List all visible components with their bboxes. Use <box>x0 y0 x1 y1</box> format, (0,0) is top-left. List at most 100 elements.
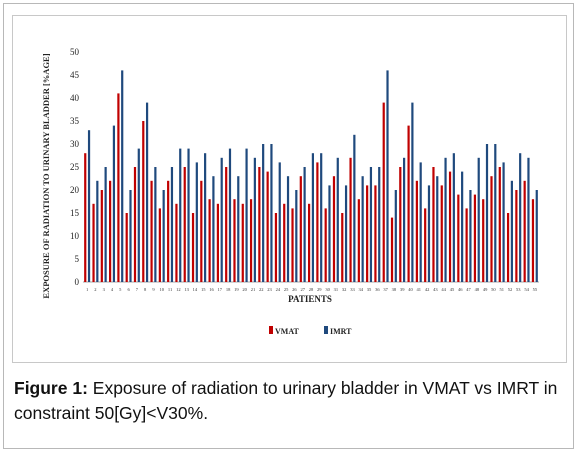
x-tick-label: 33 <box>350 287 355 292</box>
bar-vmat-patient-44 <box>440 185 443 282</box>
chart-legend: VMAT IMRT <box>269 326 352 336</box>
bar-imrt-patient-28 <box>311 153 314 282</box>
y-tick-label: 0 <box>75 277 80 287</box>
x-tick-label: 49 <box>483 287 488 292</box>
bar-vmat-patient-14 <box>191 213 195 282</box>
bar-imrt-patient-6 <box>129 190 132 282</box>
bar-imrt-patient-15 <box>204 153 207 282</box>
x-tick-label: 27 <box>300 287 305 292</box>
y-tick-label: 30 <box>70 139 80 149</box>
y-tick-label: 35 <box>70 116 80 126</box>
x-tick-label: 4 <box>111 287 114 292</box>
bar-imrt-patient-43 <box>436 176 439 282</box>
x-tick-label: 5 <box>119 287 122 292</box>
x-tick-label: 18 <box>226 287 231 292</box>
bar-imrt-patient-52 <box>510 180 513 282</box>
bar-vmat-patient-31 <box>332 176 336 282</box>
bar-vmat-patient-49 <box>482 199 485 282</box>
bar-imrt-patient-14 <box>195 162 198 282</box>
bar-vmat-patient-21 <box>249 199 253 282</box>
chart-container: 0 5 10 15 20 25 30 35 40 45 50 1 2 3 4 5 6 7 8 9 10 11 12 13 14 1… <box>12 15 567 363</box>
bar-imrt-patient-22 <box>262 144 265 282</box>
x-tick-label: 22 <box>259 287 264 292</box>
bar-vmat-patient-22 <box>258 167 261 282</box>
x-tick-label: 43 <box>433 287 438 292</box>
x-tick-label: 3 <box>103 287 106 292</box>
caption-text: Exposure of radiation to urinary bladder… <box>14 378 558 423</box>
x-tick-label: 39 <box>400 287 405 292</box>
bar-imrt-patient-16 <box>212 176 215 282</box>
y-tick-label: 10 <box>70 231 80 241</box>
bar-imrt-patient-17 <box>220 157 223 282</box>
legend-swatch-vmat <box>269 326 273 334</box>
bar-vmat-patient-33 <box>349 157 352 282</box>
bar-imrt-patient-44 <box>444 157 447 282</box>
x-tick-label: 52 <box>508 287 513 292</box>
bar-vmat-patient-46 <box>457 194 460 282</box>
bar-imrt-patient-41 <box>419 162 422 282</box>
bar-vmat-patient-23 <box>266 171 269 282</box>
bar-imrt-patient-1 <box>87 130 91 282</box>
bar-imrt-patient-55 <box>535 190 538 282</box>
bar-vmat-patient-2 <box>92 203 95 282</box>
bar-imrt-patient-31 <box>336 157 339 282</box>
bar-vmat-patient-18 <box>225 167 228 282</box>
bar-imrt-patient-36 <box>378 167 381 282</box>
x-tick-label: 13 <box>184 287 189 292</box>
y-tick-label: 20 <box>70 185 80 195</box>
bar-vmat-patient-10 <box>158 208 161 282</box>
bar-vmat-patient-27 <box>299 176 302 282</box>
x-tick-label: 16 <box>209 287 214 292</box>
figure-caption: Figure 1: Exposure of radiation to urina… <box>14 376 569 426</box>
bar-imrt-patient-29 <box>320 153 323 282</box>
x-tick-label: 51 <box>499 287 504 292</box>
bar-vmat-patient-7 <box>133 167 137 282</box>
y-tick-label: 25 <box>70 162 80 172</box>
x-tick-label: 28 <box>309 287 314 292</box>
bar-vmat-patient-1 <box>84 153 87 282</box>
bar-imrt-patient-10 <box>162 190 165 282</box>
x-tick-label: 15 <box>201 287 206 292</box>
x-tick-label: 26 <box>292 287 297 292</box>
bar-vmat-patient-50 <box>490 176 493 282</box>
bar-imrt-patient-8 <box>145 102 149 282</box>
figure-frame: 0 5 10 15 20 25 30 35 40 45 50 1 2 3 4 5 6 7 8 9 10 11 12 13 14 1… <box>3 3 574 449</box>
x-tick-label: 12 <box>176 287 181 292</box>
x-tick-label: 9 <box>152 287 155 292</box>
x-tick-label: 23 <box>267 287 272 292</box>
bar-vmat-patient-20 <box>241 203 244 282</box>
bar-imrt-patient-21 <box>253 157 256 282</box>
bar-imrt-patient-47 <box>469 190 472 282</box>
bar-imrt-patient-5 <box>121 70 124 283</box>
x-tick-label: 42 <box>425 287 430 292</box>
bar-imrt-patient-45 <box>452 153 455 282</box>
x-tick-label: 38 <box>392 287 397 292</box>
bar-vmat-patient-39 <box>399 167 402 282</box>
bar-imrt-patient-23 <box>270 144 273 282</box>
x-tick-label: 19 <box>234 287 239 292</box>
bar-vmat-patient-24 <box>274 213 278 282</box>
bar-vmat-patient-25 <box>283 203 286 282</box>
bar-imrt-patient-50 <box>494 144 497 282</box>
bar-imrt-patient-34 <box>361 176 364 282</box>
x-tick-label: 31 <box>334 287 339 292</box>
bar-imrt-patient-35 <box>369 167 373 282</box>
x-tick-label: 46 <box>458 287 463 292</box>
x-tick-label: 25 <box>284 287 289 292</box>
bar-imrt-patient-26 <box>295 190 298 282</box>
x-tick-label: 54 <box>524 287 529 292</box>
bar-imrt-patient-20 <box>245 148 248 282</box>
x-tick-label: 45 <box>450 287 455 292</box>
bar-imrt-patient-33 <box>353 134 356 282</box>
x-tick-label: 8 <box>144 287 147 292</box>
bar-vmat-patient-36 <box>374 185 377 282</box>
bar-imrt-patient-24 <box>278 162 281 282</box>
x-tick-label: 37 <box>383 287 388 292</box>
bar-vmat-patient-40 <box>407 125 410 282</box>
x-tick-label: 40 <box>408 287 413 292</box>
x-tick-label: 55 <box>533 287 538 292</box>
y-tick-label: 50 <box>70 47 80 57</box>
bar-imrt-patient-13 <box>187 148 190 282</box>
bar-vmat-patient-17 <box>216 203 219 282</box>
bar-vmat-patient-29 <box>316 162 319 282</box>
